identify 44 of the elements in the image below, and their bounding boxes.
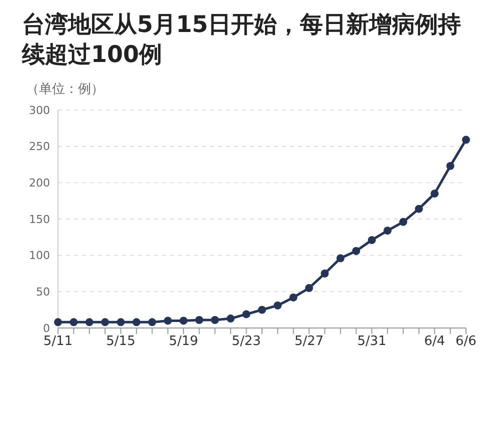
point (462, 136, 470, 144)
x-tick-label: 5/19 (168, 334, 198, 350)
point (101, 318, 110, 326)
point (70, 318, 78, 326)
y-tick-label: 150 (29, 212, 50, 226)
point (54, 318, 62, 326)
point (368, 236, 376, 244)
y-tick-label: 200 (29, 176, 50, 190)
point (430, 190, 439, 198)
point (116, 318, 125, 326)
point (414, 204, 423, 213)
point (210, 316, 219, 324)
point (274, 301, 282, 310)
x-tick-label: 6/4 (424, 334, 446, 350)
x-tick-label: 5/11 (43, 334, 73, 350)
y-axis-title: （单位：例） (25, 81, 105, 98)
point (446, 162, 454, 170)
point (85, 318, 94, 326)
x-tick-label: 6/6 (456, 334, 476, 350)
x-tick-label: 5/31 (357, 334, 386, 350)
point (258, 306, 266, 314)
point (384, 226, 392, 235)
y-tick-label: 250 (29, 140, 50, 154)
point (195, 316, 204, 324)
chart-title: 台湾地区从5月15日开始，每日新增病例持续超过100例 (20, 11, 462, 70)
point (242, 310, 250, 318)
y-tick-label: 0 (43, 322, 50, 335)
x-tick-label: 5/23 (232, 334, 261, 350)
point (399, 218, 408, 226)
point (148, 318, 156, 326)
y-tick-label: 300 (29, 104, 50, 117)
point (226, 314, 235, 323)
point (164, 316, 172, 325)
point (336, 254, 344, 262)
point (320, 270, 329, 278)
x-tick-label: 5/27 (294, 334, 324, 350)
x-tick-label: 5/15 (106, 334, 136, 350)
y-tick-label: 100 (29, 249, 50, 262)
point (180, 316, 188, 325)
point (352, 246, 360, 255)
point (305, 284, 314, 292)
point (132, 318, 140, 326)
y-tick-label: 50 (36, 286, 50, 299)
point (289, 293, 298, 302)
